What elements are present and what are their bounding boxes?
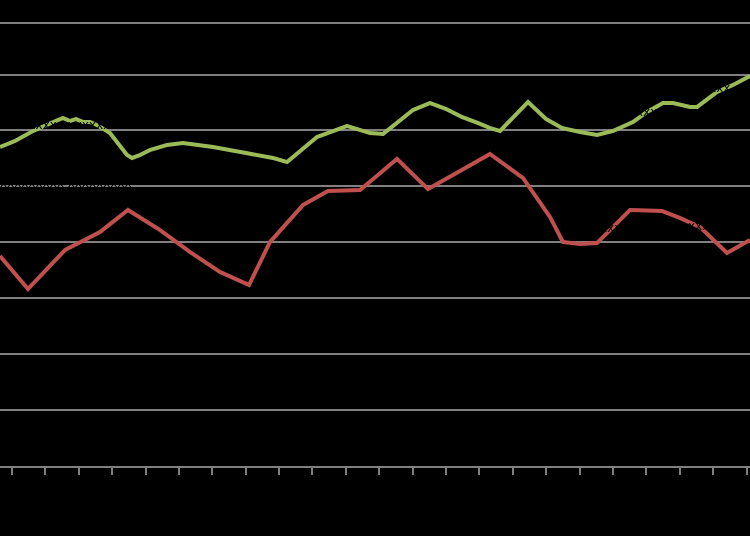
obscured-annotation-left-lower: xxxxxxxxx xxxxxxxxx bbox=[0, 176, 132, 190]
obscured-annotation-on-green-right: xxxx bbox=[702, 81, 731, 95]
green-series-line bbox=[0, 74, 750, 165]
red-series-line bbox=[0, 151, 750, 292]
obscured-annotation-on-red-right: xxx bbox=[688, 219, 710, 233]
obscured-annotation-on-red-mid: xxx bbox=[600, 221, 622, 235]
obscured-annotation-on-green-mid: xxx bbox=[636, 105, 658, 119]
obscured-annotation-left-upper: xxxxxxxx xxxxxxx xxxxxx bbox=[0, 118, 157, 132]
